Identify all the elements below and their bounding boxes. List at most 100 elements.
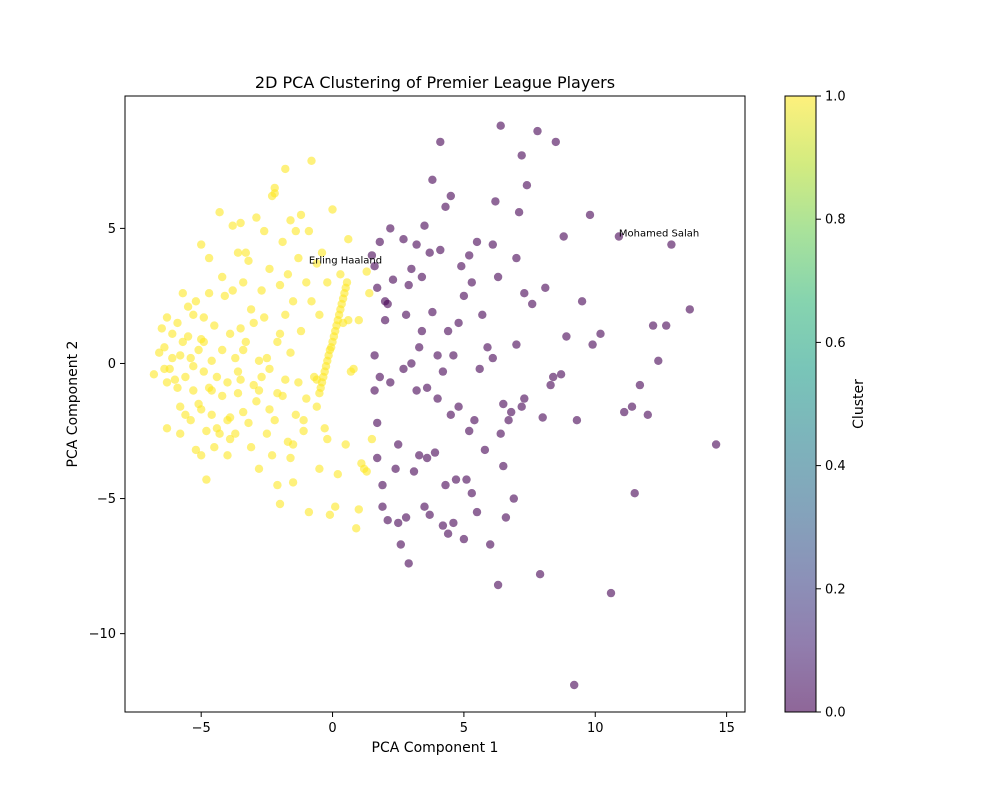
scatter-point-cluster-1-129 [331, 502, 340, 511]
scatter-point-cluster-0-42 [441, 480, 450, 490]
scatter-point-cluster-1-174 [160, 364, 169, 374]
scatter-point-cluster-1-133 [341, 440, 350, 449]
scatter-point-cluster-1-82 [265, 405, 274, 414]
scatter-point-cluster-1-123 [315, 464, 324, 473]
scatter-point-cluster-1-75 [254, 464, 264, 473]
scatter-point-cluster-1-175 [176, 351, 185, 360]
scatter-point-cluster-1-8 [168, 353, 177, 363]
scatter-point-cluster-1-169 [191, 445, 201, 455]
scatter-point-cluster-0-11 [383, 516, 392, 525]
scatter-point-cluster-1-127 [325, 510, 335, 519]
annotations: Erling Haaland Mohamed Salah [309, 229, 699, 267]
scatter-point-cluster-0-34 [425, 510, 434, 519]
x-axis-label: PCA Component 1 [372, 740, 499, 756]
scatter-point-cluster-0-107 [367, 251, 377, 260]
scatter-point-cluster-0-126 [412, 386, 421, 395]
scatter-point-cluster-0-82 [541, 283, 550, 292]
scatter-point-cluster-1-121 [312, 259, 321, 268]
scatter-point-cluster-1-105 [288, 297, 298, 306]
scatter-point-cluster-0-20 [401, 310, 411, 319]
scatter-point-cluster-1-78 [260, 226, 269, 236]
scatter-point-cluster-1-3 [160, 343, 169, 352]
scatter-point-cluster-1-38 [207, 356, 216, 365]
scatter-point-cluster-1-45 [218, 272, 227, 282]
scatter-point-cluster-0-45 [446, 191, 455, 201]
scatter-point-cluster-1-187 [312, 375, 321, 384]
scatter-point-cluster-0-66 [493, 580, 503, 590]
scatter-point-cluster-0-80 [533, 126, 542, 136]
scatter-point-cluster-1-91 [275, 329, 285, 338]
scatter-point-cluster-0-36 [430, 448, 440, 457]
scatter-point-cluster-1-69 [246, 305, 256, 314]
scatter-point-cluster-1-28 [197, 451, 206, 460]
colorbar-tick-label-2: 0.4 [825, 459, 846, 474]
scatter-point-cluster-1-42 [212, 372, 222, 382]
scatter-point-cluster-0-1 [370, 351, 379, 360]
plot-frame [124, 95, 746, 713]
scatter-point-cluster-1-74 [254, 356, 264, 365]
scatter-point-cluster-0-103 [667, 240, 676, 249]
scatter-point-cluster-0-3 [373, 418, 382, 428]
scatter-point-cluster-1-95 [278, 237, 287, 247]
scatter-point-cluster-0-24 [407, 359, 416, 368]
scatter-point-cluster-1-7 [168, 329, 177, 338]
scatter-point-cluster-0-105 [711, 440, 721, 449]
scatter-point-cluster-0-39 [436, 137, 445, 147]
scatter-point-cluster-0-44 [443, 529, 453, 538]
scatter-point-cluster-0-94 [614, 232, 624, 241]
scatter-point-cluster-1-115 [304, 226, 314, 236]
scatter-point-cluster-1-47 [218, 391, 227, 401]
scatter-point-cluster-0-115 [443, 326, 453, 336]
scatter-point-cluster-1-114 [302, 394, 311, 403]
scatter-point-cluster-0-67 [496, 121, 505, 130]
scatter-point-cluster-1-97 [281, 164, 290, 174]
scatter-point-cluster-0-87 [562, 332, 571, 341]
scatter-point-cluster-0-98 [635, 380, 645, 390]
scatter-point-cluster-1-29 [197, 240, 206, 249]
scatter-point-cluster-0-23 [407, 264, 416, 274]
scatter-point-cluster-0-61 [483, 343, 492, 352]
x-tick-label-3: 10 [587, 721, 604, 736]
scatter-point-cluster-0-73 [512, 340, 521, 349]
scatter-point-cluster-0-104 [685, 305, 694, 314]
scatter-point-cluster-1-44 [215, 208, 224, 217]
scatter-point-cluster-1-92 [275, 499, 285, 509]
scatter-point-cluster-0-108 [373, 283, 382, 292]
scatter-point-cluster-0-117 [465, 426, 474, 436]
scatter-point-cluster-1-170 [207, 386, 216, 395]
colorbar-tick-label-4: 0.8 [825, 213, 846, 228]
scatter-point-cluster-1-99 [283, 270, 293, 279]
scatter-point-cluster-1-103 [286, 348, 295, 357]
scatter-point-cluster-1-112 [299, 426, 308, 436]
colorbar-ticks: 0.0 0.2 0.4 0.6 0.8 1.0 [816, 90, 846, 721]
scatter-point-cluster-0-29 [417, 326, 427, 336]
scatter-point-cluster-1-186 [273, 389, 282, 398]
scatter-point-cluster-0-40 [436, 245, 445, 255]
scatter-point-cluster-1-134 [344, 235, 353, 244]
chart-title: 2D PCA Clustering of Premier League Play… [255, 73, 615, 92]
scatter-point-cluster-1-37 [204, 253, 214, 263]
scatter-point-cluster-0-109 [383, 299, 392, 309]
scatter-point-cluster-0-90 [585, 210, 595, 220]
scatter-point-cluster-1-72 [252, 213, 261, 222]
scatter-point-cluster-1-73 [252, 397, 261, 406]
scatter-point-cluster-1-176 [197, 335, 206, 344]
scatter-point-cluster-1-63 [239, 407, 248, 417]
scatter-point-cluster-1-88 [270, 416, 279, 425]
scatter-point-cluster-1-80 [262, 429, 272, 438]
scatter-point-cluster-1-116 [304, 507, 314, 517]
scatter-point-cluster-1-41 [210, 321, 219, 330]
scatter-point-cluster-0-54 [465, 251, 474, 260]
scatter-point-cluster-0-15 [391, 464, 400, 473]
scatter-point-cluster-1-125 [320, 424, 329, 433]
scatter-point-cluster-1-185 [239, 345, 248, 355]
scatter-point-cluster-0-63 [488, 240, 497, 249]
scatter-point-cluster-1-146 [367, 434, 377, 444]
scatter-point-cluster-0-89 [577, 297, 587, 306]
scatter-point-cluster-0-60 [480, 445, 490, 455]
scatter-point-cluster-1-96 [281, 375, 290, 384]
scatter-point-cluster-1-58 [233, 248, 243, 257]
scatter-point-cluster-0-128 [449, 518, 458, 528]
scatter-point-cluster-0-79 [522, 181, 532, 190]
